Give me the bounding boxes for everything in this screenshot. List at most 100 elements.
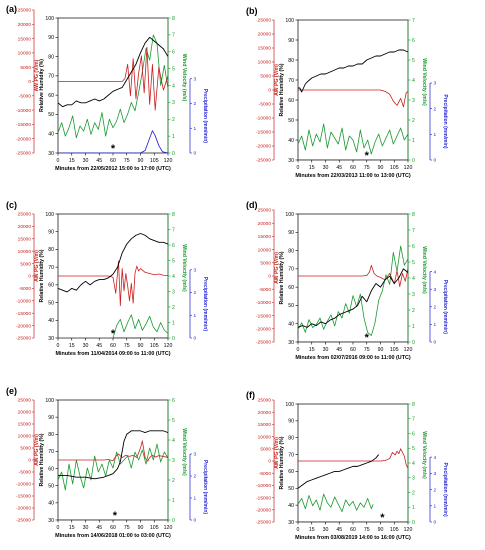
rh-tick-label: 100 <box>285 18 294 24</box>
apg-axis-label: AW PG (V/m) <box>34 434 40 466</box>
precip-tick-label: 3 <box>194 76 197 82</box>
apg-tick-label: -20000 <box>16 323 31 329</box>
x-tick-label: 105 <box>390 347 399 353</box>
x-axis-label: Minutes from 03/08/2019 14:00 to 16:00 (… <box>295 535 411 541</box>
rh-tick-label: 70 <box>288 452 294 458</box>
wind-tick-label: 1 <box>412 505 415 511</box>
x-axis-label: Minutes from 11/04/2014 09:00 to 11:00 (… <box>55 351 170 357</box>
rh-tick-label: 50 <box>288 118 294 124</box>
precip-axis-label: Precipitation (mm/min) <box>442 280 448 335</box>
x-tick-label: 0 <box>297 527 300 533</box>
rh-axis-label: Relative Humidity (%) <box>39 433 45 486</box>
wind-tick-label: 5 <box>412 446 415 452</box>
panel-tag: (e) <box>6 386 17 396</box>
apg-tick-label: 10000 <box>18 51 32 57</box>
wind-tick-label: 8 <box>412 402 415 408</box>
precip-tick-label: 3 <box>434 81 437 87</box>
apg-tick-label: -5000 <box>19 94 32 100</box>
wind-tick-label: 3 <box>172 100 175 106</box>
rh-series-line <box>298 454 380 489</box>
rh-tick-label: 70 <box>288 78 294 84</box>
rh-tick-label: 100 <box>285 212 294 218</box>
rh-tick-label: 60 <box>48 283 54 289</box>
wind-tick-label: 6 <box>172 243 175 249</box>
wind-tick-label: 7 <box>172 33 175 39</box>
rh-tick-label: 90 <box>48 230 54 236</box>
rh-tick-label: 80 <box>48 54 54 60</box>
precip-tick-label: 1 <box>434 322 437 328</box>
apg-series-line <box>58 46 168 111</box>
apg-tick-label: 0 <box>268 274 271 280</box>
precip-axis-label: Precipitation (mm/min) <box>442 94 448 149</box>
wind-tick-label: 2 <box>412 118 415 124</box>
rh-tick-label: 30 <box>48 336 54 342</box>
wind-series-line <box>58 34 168 139</box>
wind-tick-label: 5 <box>172 66 175 72</box>
wind-tick-label: 5 <box>172 418 175 424</box>
wind-series-line <box>298 123 408 155</box>
apg-tick-label: -25000 <box>16 336 31 342</box>
x-tick-label: 60 <box>110 158 116 164</box>
x-tick-label: 45 <box>336 527 342 533</box>
wind-tick-label: 0 <box>412 520 415 526</box>
precip-axis-label: Precipitation (mm/min) <box>202 460 208 515</box>
apg-tick-label: 0 <box>28 458 31 464</box>
apg-tick-label: 5000 <box>260 74 271 80</box>
apg-series-line <box>58 260 168 307</box>
apg-tick-label: -25000 <box>16 518 31 524</box>
apg-tick-label: -5000 <box>19 286 32 292</box>
x-axis-label: Minutes from 22/05/2012 15:00 to 17:00 (… <box>55 166 171 172</box>
precip-tick-label: 0 <box>194 151 197 157</box>
wind-tick-label: 1 <box>172 498 175 504</box>
x-tick-label: 45 <box>336 347 342 353</box>
wind-tick-label: 5 <box>412 58 415 64</box>
x-tick-label: 75 <box>124 158 130 164</box>
wind-series-line <box>58 314 168 338</box>
precip-tick-label: 2 <box>434 487 437 493</box>
precip-tick-label: 2 <box>434 106 437 112</box>
rh-axis-label: Relative Humidity (%) <box>279 436 285 489</box>
apg-tick-label: 10000 <box>18 434 32 440</box>
rh-tick-label: 70 <box>48 449 54 455</box>
wind-axis-label: Wind Velocity (m/s) <box>421 246 427 294</box>
precip-tick-label: 1 <box>194 313 197 319</box>
wind-tick-label: 2 <box>172 478 175 484</box>
apg-axis-label: AW PG (V/m) <box>274 252 280 284</box>
apg-tick-label: -15000 <box>256 495 271 501</box>
wind-tick-label: 3 <box>412 476 415 482</box>
apg-tick-label: -25000 <box>256 520 271 526</box>
x-tick-label: 30 <box>83 343 89 349</box>
apg-tick-label: -15000 <box>16 122 31 128</box>
wind-series-line <box>298 245 408 337</box>
wind-tick-label: 4 <box>412 276 415 282</box>
apg-tick-label: -5000 <box>259 471 272 477</box>
x-tick-label: 30 <box>83 525 89 531</box>
apg-tick-label: 20000 <box>258 32 272 38</box>
apg-tick-label: 15000 <box>258 46 272 52</box>
rh-tick-label: 50 <box>48 484 54 490</box>
wind-tick-label: 6 <box>172 50 175 56</box>
wind-tick-label: 5 <box>412 260 415 266</box>
wind-tick-label: 0 <box>172 151 175 157</box>
x-axis-label: Minutes from 22/03/2013 11:00 to 13:00 (… <box>295 173 411 179</box>
apg-series-line <box>58 440 168 462</box>
apg-tick-label: 25000 <box>258 18 272 24</box>
apg-series-line <box>298 448 408 469</box>
precip-tick-label: 1 <box>194 496 197 502</box>
precip-tick-label: 2 <box>194 474 197 480</box>
precip-tick-label: 1 <box>194 126 197 132</box>
rh-series-line <box>298 49 408 93</box>
rh-tick-label: 100 <box>285 402 294 408</box>
x-tick-label: 105 <box>390 527 399 533</box>
wind-tick-label: 1 <box>412 138 415 144</box>
rain-onset-marker: * <box>111 143 116 155</box>
x-tick-label: 30 <box>83 158 89 164</box>
wind-tick-label: 6 <box>412 244 415 250</box>
rh-axis-label: Relative Humidity (%) <box>279 63 285 116</box>
wind-series-line <box>58 443 168 491</box>
wind-tick-label: 8 <box>172 16 175 22</box>
precip-tick-label: 4 <box>434 455 437 461</box>
